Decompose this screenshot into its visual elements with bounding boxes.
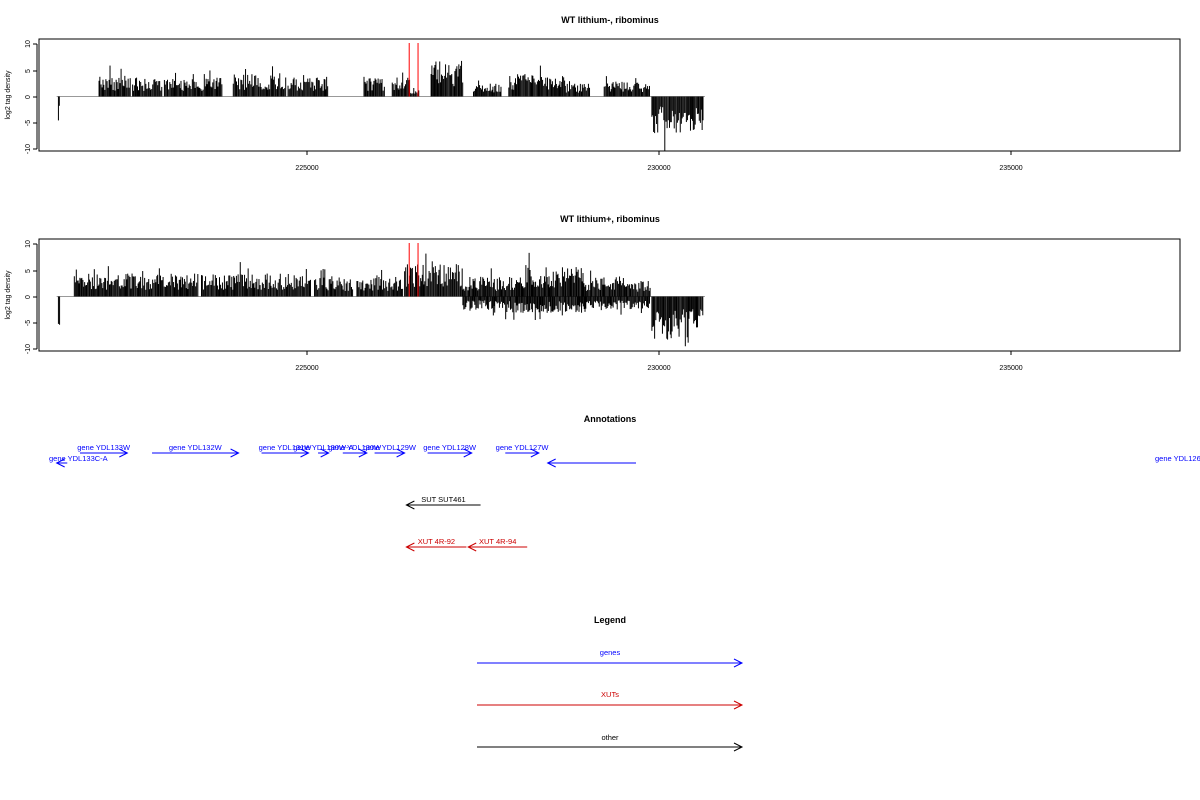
gene-label: gene YDL129W xyxy=(363,443,417,452)
legend-item-genes: genes xyxy=(477,648,744,668)
panel1-y-ticks: 10 5 0 -5 -10 xyxy=(25,40,37,154)
panel1-y-label: log2 tag density xyxy=(5,70,12,120)
xut-label: XUT 4R-94 xyxy=(479,537,516,546)
legend-arrowhead xyxy=(733,700,744,710)
panel1-ytick-label: -10 xyxy=(25,144,32,154)
gene-arrowhead xyxy=(55,458,65,468)
panel2-xtick-label: 235000 xyxy=(999,365,1022,372)
panel1-ytick-label: 10 xyxy=(25,40,32,48)
gene-label: gene YDL126C xyxy=(1155,454,1200,463)
gene-arrowhead xyxy=(463,448,473,458)
legend-arrowhead xyxy=(733,742,744,752)
legend-title: Legend xyxy=(594,615,626,625)
gene-arrowhead xyxy=(396,448,406,458)
panel1-ytick-label: 5 xyxy=(25,69,32,73)
gene-arrowhead xyxy=(300,448,310,458)
gene-arrowhead xyxy=(119,448,129,458)
panel2-y-label: log2 tag density xyxy=(5,270,12,320)
panel2-xtick-label: 225000 xyxy=(295,365,318,372)
panel-lithium-minus: WT lithium-, ribominus log2 tag density … xyxy=(5,15,1181,172)
panel1-xtick-label: 230000 xyxy=(647,165,670,172)
gene-label: gene YDL130W-A xyxy=(293,443,353,452)
gene-label: gene YDL133C-A xyxy=(49,454,108,463)
xut-arrowhead xyxy=(405,542,415,552)
sut-arrowhead xyxy=(405,500,415,510)
gene-arrowhead xyxy=(530,448,540,458)
xut-label: XUT 4R-92 xyxy=(418,537,455,546)
legend-label: other xyxy=(601,733,619,742)
gene-label: gene YDL128W xyxy=(423,443,477,452)
panel2-y-ticks: 10 5 0 -5 -10 xyxy=(25,240,37,354)
gene-label: gene YDL131W xyxy=(259,443,313,452)
sut-label: SUT SUT461 xyxy=(421,495,465,504)
legend-label: genes xyxy=(600,648,621,657)
panel2-x-ticks: 225000 230000 235000 xyxy=(295,351,1023,372)
gene-arrowhead xyxy=(546,458,556,468)
sut-annotations: SUT SUT461 xyxy=(405,495,481,510)
panel1-frame xyxy=(38,38,1181,152)
legend-label: XUTs xyxy=(601,690,619,699)
legend: Legend genes XUTs other xyxy=(477,615,744,752)
panel2-title: WT lithium+, ribominus xyxy=(560,214,660,224)
xut-arrowhead xyxy=(467,542,477,552)
panel1-x-ticks: 225000 230000 235000 xyxy=(295,151,1023,172)
gene-label: gene YDL132W xyxy=(169,443,223,452)
panel2-ytick-label: 10 xyxy=(25,240,32,248)
gene-label: gene YDL133W xyxy=(77,443,131,452)
panel-lithium-plus: WT lithium+, ribominus log2 tag density … xyxy=(5,214,1181,372)
legend-arrowhead xyxy=(733,658,744,668)
panel2-ytick-label: -5 xyxy=(25,320,32,326)
panel2-ytick-label: 0 xyxy=(25,295,32,299)
gene-label: gene YDL130W xyxy=(328,443,382,452)
panel1-ytick-label: -5 xyxy=(25,120,32,126)
panel2-xtick-label: 230000 xyxy=(647,365,670,372)
legend-item-xuts: XUTs xyxy=(477,690,744,710)
legend-item-other: other xyxy=(477,733,744,752)
annotations-title: Annotations xyxy=(584,414,637,424)
panel2-ytick-label: -10 xyxy=(25,344,32,354)
panel1-title: WT lithium-, ribominus xyxy=(561,15,659,25)
panel1-xtick-label: 225000 xyxy=(295,165,318,172)
gene-annotations: gene YDL133C-A gene YDL133W gene YDL132W ge… xyxy=(49,443,1200,468)
panel1-xtick-label: 235000 xyxy=(999,165,1022,172)
gene-arrowhead xyxy=(320,448,330,458)
panel2-bars xyxy=(56,243,705,347)
gene-arrowhead xyxy=(230,448,240,458)
panel2-ytick-label: 5 xyxy=(25,269,32,273)
xut-annotations: XUT 4R-92 XUT 4R-94 xyxy=(405,537,528,552)
gene-label: gene YDL127W xyxy=(496,443,550,452)
panel1-bars xyxy=(56,43,705,151)
panel1-ytick-label: 0 xyxy=(25,95,32,99)
gene-arrowhead xyxy=(358,448,368,458)
panel2-frame xyxy=(38,238,1181,352)
